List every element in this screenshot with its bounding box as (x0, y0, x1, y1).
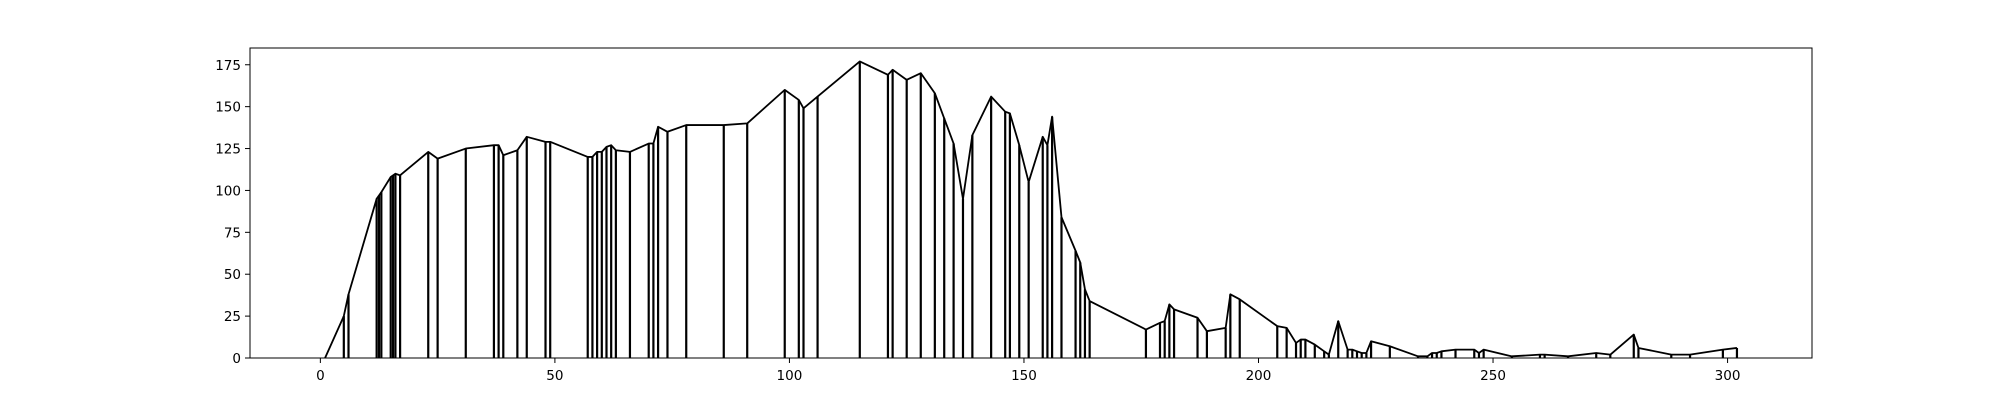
x-tick-label: 0 (316, 368, 325, 384)
stem-lines (342, 61, 1739, 358)
x-tick-label: 250 (1480, 368, 1506, 384)
y-tick-label: 175 (215, 58, 241, 74)
y-tick-label: 100 (215, 183, 241, 199)
y-tick-label: 150 (215, 100, 241, 116)
x-tick-label: 200 (1246, 368, 1272, 384)
x-tick-label: 50 (546, 368, 563, 384)
y-tick-label: 25 (224, 309, 241, 325)
y-axis: 0 25 50 75 100 125 150 175 (215, 58, 250, 367)
plot-area-frame (249, 47, 1813, 359)
y-tick-label: 75 (224, 225, 241, 241)
y-tick-label: 50 (224, 267, 241, 283)
series-line (324, 60, 1738, 359)
y-tick-label: 0 (232, 351, 241, 367)
x-tick-label: 150 (1011, 368, 1037, 384)
x-tick-label: 100 (777, 368, 803, 384)
x-tick-label: 300 (1715, 368, 1741, 384)
x-axis: 0 50 100 150 200 250 300 (316, 358, 1740, 384)
y-tick-label: 125 (215, 142, 241, 158)
